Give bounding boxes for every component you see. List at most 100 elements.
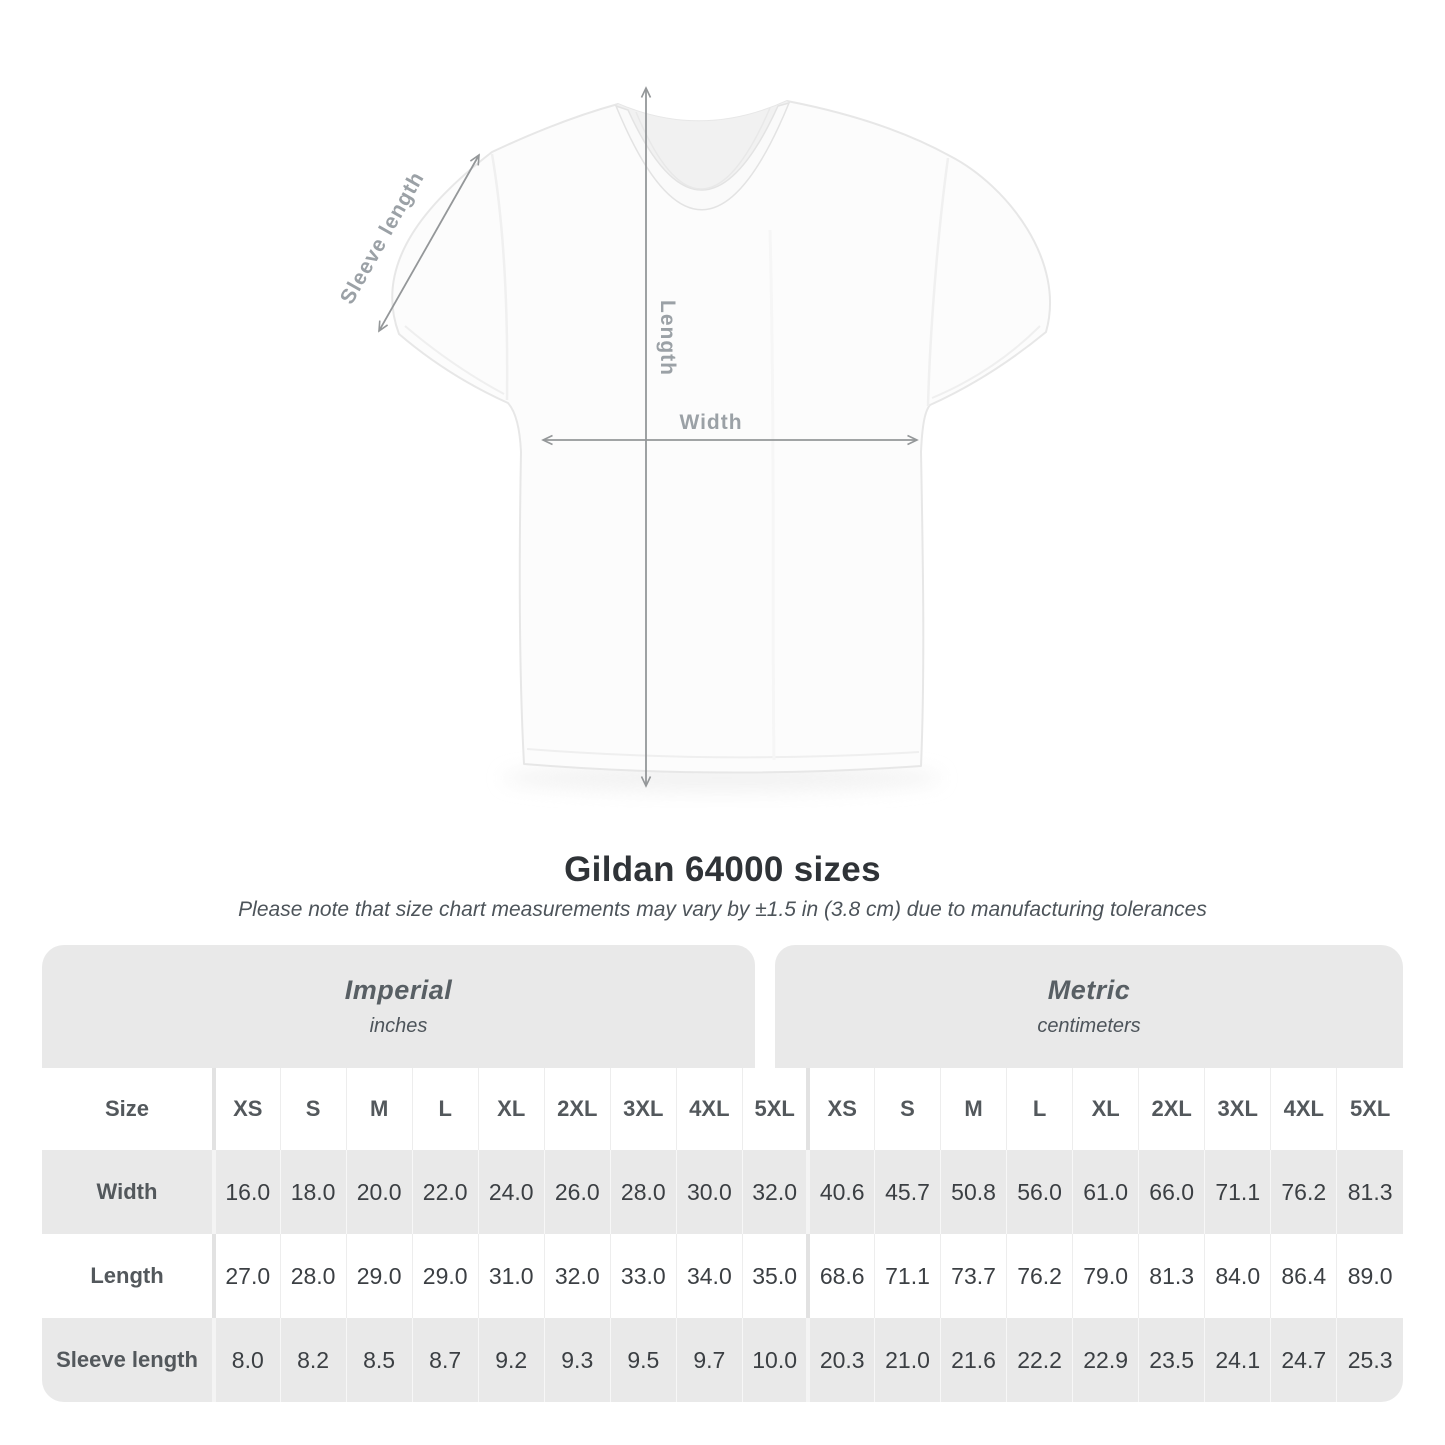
- size-header-imperial: 3XL: [609, 1068, 677, 1150]
- cell: 21.0: [873, 1318, 941, 1402]
- bottom-hem-stitch: [526, 748, 920, 759]
- metric-title: Metric: [1047, 975, 1131, 1005]
- size-header-imperial: 2XL: [543, 1068, 611, 1150]
- cell: 30.0: [675, 1150, 743, 1234]
- left-sleeve-seam: [490, 153, 509, 401]
- cell: 9.7: [675, 1318, 743, 1402]
- cell: 8.0: [211, 1318, 281, 1402]
- size-header-imperial: 4XL: [675, 1068, 743, 1150]
- cell: 16.0: [211, 1150, 281, 1234]
- imperial-header: Imperial inches: [42, 945, 755, 1068]
- row-label: Width: [42, 1150, 214, 1234]
- size-header-imperial: XS: [211, 1068, 281, 1150]
- right-sleeve-hem: [931, 325, 1041, 399]
- left-sleeve-hem: [404, 325, 505, 395]
- cell: 27.0: [211, 1234, 281, 1318]
- size-header-imperial: L: [411, 1068, 479, 1150]
- size-header-metric: M: [940, 1068, 1007, 1150]
- page-title: Gildan 64000 sizes: [564, 850, 881, 889]
- cell: 32.0: [543, 1234, 611, 1318]
- cell: 8.2: [279, 1318, 347, 1402]
- cell: 84.0: [1204, 1234, 1271, 1318]
- cell: 40.6: [806, 1150, 875, 1234]
- row-label: Length: [42, 1234, 214, 1318]
- cell: 20.0: [345, 1150, 413, 1234]
- cell: 32.0: [741, 1150, 809, 1234]
- cell: 29.0: [411, 1234, 479, 1318]
- cell: 22.0: [411, 1150, 479, 1234]
- cell: 28.0: [609, 1150, 677, 1234]
- size-header-metric: L: [1006, 1068, 1073, 1150]
- cell: 76.2: [1006, 1234, 1073, 1318]
- cell: 34.0: [675, 1234, 743, 1318]
- size-header-imperial: 5XL: [741, 1068, 809, 1150]
- cell: 76.2: [1270, 1150, 1337, 1234]
- cell: 9.2: [477, 1318, 545, 1402]
- size-header-row: Size XS S M L XL 2XL 3XL 4XL 5XL XS S M …: [42, 1068, 1403, 1150]
- cell: 21.6: [940, 1318, 1007, 1402]
- cell: 71.1: [873, 1234, 941, 1318]
- cell: 10.0: [741, 1318, 809, 1402]
- collar-seam: [635, 107, 771, 190]
- cell: 24.7: [1270, 1318, 1337, 1402]
- cell: 24.0: [477, 1150, 545, 1234]
- imperial-title: Imperial: [344, 975, 453, 1005]
- size-header-imperial: S: [279, 1068, 347, 1150]
- unit-header-row: Imperial inches Metric centimeters: [42, 945, 1403, 1068]
- cell: 18.0: [279, 1150, 347, 1234]
- table-row-width: Width 16.0 18.0 20.0 22.0 24.0 26.0 28.0…: [42, 1150, 1403, 1234]
- imperial-unit: inches: [369, 1015, 428, 1037]
- cell: 9.5: [609, 1318, 677, 1402]
- cell: 9.3: [543, 1318, 611, 1402]
- cell: 79.0: [1072, 1234, 1139, 1318]
- table-row-length: Length 27.0 28.0 29.0 29.0 31.0 32.0 33.…: [42, 1234, 1403, 1318]
- cell: 35.0: [741, 1234, 809, 1318]
- cell: 50.8: [940, 1150, 1007, 1234]
- size-column-label: Size: [42, 1068, 214, 1150]
- size-header-metric: S: [873, 1068, 941, 1150]
- cell: 45.7: [873, 1150, 941, 1234]
- cell: 33.0: [609, 1234, 677, 1318]
- cell: 89.0: [1336, 1234, 1403, 1318]
- sleeve-length-arrow: [378, 153, 480, 333]
- size-header-metric: 4XL: [1270, 1068, 1337, 1150]
- cell: 8.7: [411, 1318, 479, 1402]
- shirt-diagram: Sleeve length Length Width: [336, 86, 1051, 793]
- collar-band: [614, 101, 791, 211]
- size-table: Size XS S M L XL 2XL 3XL 4XL 5XL XS S M …: [42, 1068, 1403, 1402]
- length-label: Length: [656, 300, 679, 376]
- size-header-metric: 2XL: [1138, 1068, 1205, 1150]
- cell: 28.0: [279, 1234, 347, 1318]
- size-header-metric: XL: [1072, 1068, 1139, 1150]
- size-table-card: Imperial inches Metric centimeters Size …: [42, 945, 1403, 1402]
- cell: 86.4: [1270, 1234, 1337, 1318]
- cell: 26.0: [543, 1150, 611, 1234]
- metric-unit: centimeters: [1037, 1015, 1141, 1037]
- size-header-imperial: XL: [477, 1068, 545, 1150]
- cell: 8.5: [345, 1318, 413, 1402]
- cell: 22.9: [1072, 1318, 1139, 1402]
- cell: 71.1: [1204, 1150, 1271, 1234]
- metric-header: Metric centimeters: [775, 945, 1403, 1068]
- cell: 81.3: [1336, 1150, 1403, 1234]
- table-row-sleeve-length: Sleeve length 8.0 8.2 8.5 8.7 9.2 9.3 9.…: [42, 1318, 1403, 1402]
- cell: 22.2: [1006, 1318, 1073, 1402]
- cell: 73.7: [940, 1234, 1007, 1318]
- cell: 24.1: [1204, 1318, 1271, 1402]
- right-sleeve-seam: [926, 157, 950, 407]
- size-header-metric: 5XL: [1336, 1068, 1403, 1150]
- tolerance-note: Please note that size chart measurements…: [238, 898, 1207, 921]
- cell: 61.0: [1072, 1150, 1139, 1234]
- cell: 68.6: [806, 1234, 875, 1318]
- size-header-metric: 3XL: [1204, 1068, 1271, 1150]
- cell: 66.0: [1138, 1150, 1205, 1234]
- cell: 81.3: [1138, 1234, 1205, 1318]
- cell: 31.0: [477, 1234, 545, 1318]
- row-label: Sleeve length: [42, 1318, 214, 1402]
- fabric-crease: [768, 229, 776, 761]
- cell: 23.5: [1138, 1318, 1205, 1402]
- cell: 56.0: [1006, 1150, 1073, 1234]
- cell: 20.3: [806, 1318, 875, 1402]
- width-label: Width: [679, 411, 742, 434]
